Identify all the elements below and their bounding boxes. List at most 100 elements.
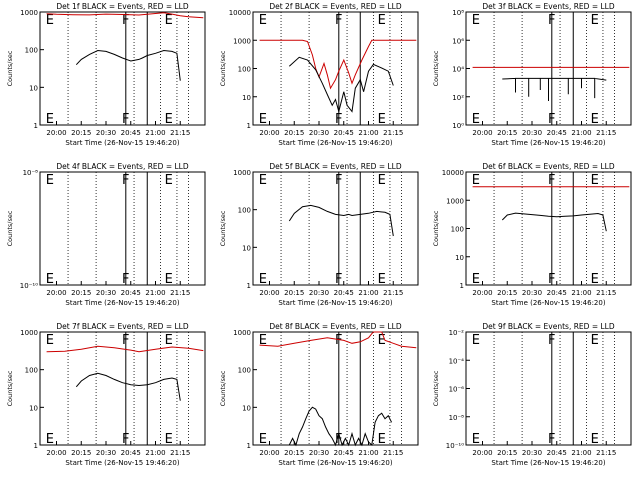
marker-top-e: E <box>259 173 267 188</box>
x-axis-label: Start Time (26-Nov-15 19:46:20) <box>278 139 392 147</box>
plot-frame <box>39 171 206 286</box>
y-axis-label: Counts/sec <box>432 210 440 246</box>
series-lld-line <box>259 39 417 90</box>
y-tick-label: 1000 <box>446 197 464 205</box>
marker-bottom-e: E <box>259 272 267 287</box>
chart-title: Det 3f BLACK = Events, RED = LLD <box>482 2 615 11</box>
y-tick-label: 1000 <box>20 9 38 17</box>
marker-bottom-e: E <box>378 432 386 447</box>
x-tick-label: 21:15 <box>596 289 616 297</box>
x-tick-label: 20:45 <box>121 449 141 457</box>
marker-bottom-e: E <box>46 112 54 127</box>
x-tick-label: 20:15 <box>497 449 517 457</box>
y-tick-label: 1000 <box>233 37 251 45</box>
y-tick-label: 100 <box>25 47 38 55</box>
x-tick-label: 21:15 <box>383 449 403 457</box>
series-events-line <box>288 406 393 447</box>
chart-panel-6: Det 6f BLACK = Events, RED = LLD 1 10 100 10… <box>432 162 632 307</box>
marker-bottom-f: F <box>122 272 129 287</box>
x-tick-label: 20:45 <box>547 129 567 137</box>
y-tick-label: 1000 <box>20 329 38 337</box>
x-axis-label: Start Time (26-Nov-15 19:46:20) <box>278 299 392 307</box>
marker-bottom-e: E <box>165 272 173 287</box>
marker-bottom-e: E <box>46 432 54 447</box>
y-tick-label: 10⁻⁸ <box>23 169 39 177</box>
y-tick-label: 1 <box>247 282 251 290</box>
marker-top-e: E <box>46 173 54 188</box>
marker-bottom-e: E <box>591 112 599 127</box>
plot-frame <box>39 11 206 126</box>
chart-title: Det 7f BLACK = Events, RED = LLD <box>56 322 189 331</box>
x-tick-label: 21:00 <box>358 129 378 137</box>
x-tick-label: 20:15 <box>71 289 91 297</box>
chart-panel-7: Det 7f BLACK = Events, RED = LLD 1 10 100 10… <box>6 322 206 467</box>
series-events-line <box>502 77 607 101</box>
x-tick-label: 20:00 <box>472 449 492 457</box>
x-tick-label: 20:15 <box>497 129 517 137</box>
marker-top-f: F <box>122 13 129 28</box>
chart-title: Det 5f BLACK = Events, RED = LLD <box>269 162 402 171</box>
x-tick-label: 20:45 <box>121 129 141 137</box>
x-tick-label: 20:30 <box>522 449 542 457</box>
plot-frame <box>252 11 419 126</box>
marker-bottom-e: E <box>591 272 599 287</box>
y-tick-label: 10 <box>29 84 38 92</box>
x-tick-label: 20:45 <box>121 289 141 297</box>
marker-bottom-f: F <box>548 272 555 287</box>
marker-top-e: E <box>259 333 267 348</box>
marker-top-e: E <box>46 13 54 28</box>
y-tick-label: 1000 <box>233 169 251 177</box>
y-tick-label: 10² <box>452 94 464 102</box>
x-tick-label: 21:15 <box>383 129 403 137</box>
chart-panel-1: Det 1f BLACK = Events, RED = LLD 1 10 100 10… <box>6 2 206 147</box>
chart-panel-8: Det 8f BLACK = Events, RED = LLD 1 10 100 10… <box>219 322 419 467</box>
marker-top-e: E <box>165 333 173 348</box>
marker-bottom-f: F <box>548 432 555 447</box>
x-tick-label: 21:15 <box>596 129 616 137</box>
x-tick-label: 21:15 <box>596 449 616 457</box>
marker-bottom-f: F <box>335 112 342 127</box>
x-tick-label: 21:00 <box>145 129 165 137</box>
x-tick-label: 20:30 <box>96 289 116 297</box>
x-tick-label: 20:30 <box>309 449 329 457</box>
chart-title: Det 8f BLACK = Events, RED = LLD <box>269 322 402 331</box>
marker-top-f: F <box>548 13 555 28</box>
y-tick-label: 10⁻¹⁰ <box>20 282 38 290</box>
y-axis-label: Counts/sec <box>219 210 227 246</box>
y-tick-label: 10⁻⁴ <box>449 357 465 365</box>
y-tick-label: 100 <box>238 367 251 375</box>
y-tick-label: 10⁻⁶ <box>449 386 465 394</box>
y-tick-label: 1 <box>460 282 464 290</box>
y-tick-label: 10⁸ <box>452 9 464 17</box>
plot-frame <box>39 331 206 446</box>
series-events-line <box>288 56 394 114</box>
plot-frame <box>465 11 632 126</box>
marker-top-e: E <box>165 173 173 188</box>
series-lld-line <box>46 345 204 353</box>
marker-bottom-e: E <box>259 432 267 447</box>
y-tick-label: 10⁴ <box>452 66 464 74</box>
x-tick-label: 21:00 <box>145 289 165 297</box>
chart-panel-2: Det 2f BLACK = Events, RED = LLD 1 10 100 10… <box>219 2 419 147</box>
marker-bottom-f: F <box>122 112 129 127</box>
y-tick-label: 100 <box>238 66 251 74</box>
x-tick-label: 20:15 <box>71 449 91 457</box>
x-tick-label: 20:30 <box>309 289 329 297</box>
y-axis-label: Counts/sec <box>6 210 14 246</box>
chart-panel-3: Det 3f BLACK = Events, RED = LLD 10⁰ 10² 10… <box>432 2 632 147</box>
y-axis-label: Counts/sec <box>6 370 14 406</box>
marker-bottom-e: E <box>165 432 173 447</box>
marker-top-f: F <box>122 333 129 348</box>
marker-top-e: E <box>472 333 480 348</box>
y-axis-label: Counts/sec <box>432 50 440 86</box>
chart-panel-5: Det 5f BLACK = Events, RED = LLD 1 10 100 10… <box>219 162 419 307</box>
y-tick-label: 10⁰ <box>452 122 464 130</box>
marker-bottom-e: E <box>378 272 386 287</box>
x-axis-label: Start Time (26-Nov-15 19:46:20) <box>491 459 605 467</box>
chart-title: Det 2f BLACK = Events, RED = LLD <box>269 2 402 11</box>
marker-bottom-f: F <box>122 432 129 447</box>
marker-top-e: E <box>259 13 267 28</box>
x-tick-label: 20:45 <box>547 449 567 457</box>
x-axis-label: Start Time (26-Nov-15 19:46:20) <box>65 139 179 147</box>
